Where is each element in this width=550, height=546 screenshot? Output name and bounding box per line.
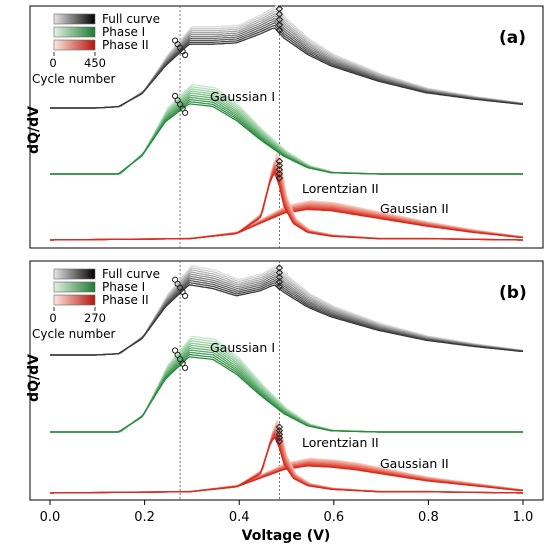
lorentzian-ii-marker-a-1 xyxy=(275,157,284,165)
x-tick-label-0: 0.0 xyxy=(40,510,61,525)
annotation-gaussian-i-a: Gaussian I xyxy=(210,89,275,104)
x-tick-label-5: 1.0 xyxy=(513,510,534,525)
annotation-gaussian-ii-b: Gaussian II xyxy=(380,456,449,471)
full-peak-ii-marker-b-4 xyxy=(275,278,284,286)
legend-label-a-1: Full curve xyxy=(102,12,160,26)
x-tick-label-1: 0.2 xyxy=(134,510,155,525)
lorentzian-ii-marker-b-2 xyxy=(275,426,284,435)
x-tick-label-2: 0.4 xyxy=(229,510,250,525)
lorentzian-ii-marker-a-4 xyxy=(275,170,284,178)
legend-label-b-3: Phase II xyxy=(102,293,149,307)
panel-frame-a xyxy=(29,5,544,249)
x-tick-label-3: 0.6 xyxy=(323,510,344,525)
lorentzian-ii-curve-a-cycle-10 xyxy=(50,172,523,241)
gaussian-i-curve-a-cycle-2 xyxy=(50,86,523,175)
colorbar-min-label-a: 0 xyxy=(49,56,56,70)
annotation-gaussian-ii-a: Gaussian II xyxy=(380,201,449,216)
full-peak-ii-marker-b-3 xyxy=(275,273,284,282)
gaussian-i-curve-b-cycle-3 xyxy=(50,340,523,433)
x-tick-label-4: 0.8 xyxy=(418,510,439,525)
full-peak-i-marker-a-5 xyxy=(182,51,189,59)
legend-swatch-b-1 xyxy=(53,268,96,280)
gaussian-i-curve-b-cycle-6 xyxy=(50,347,523,433)
legend-label-b-1: Full curve xyxy=(102,267,160,281)
gaussian-i-curve-a-cycle-8 xyxy=(50,99,523,175)
legend-swatch-b-2 xyxy=(53,281,96,293)
gaussian-ii-curve-a-cycle-10 xyxy=(50,208,523,241)
gaussian-i-curve-a-cycle-7 xyxy=(50,97,523,175)
gaussian-i-curve-a-cycle-3 xyxy=(50,88,523,175)
x-axis-title: Voltage (V) xyxy=(242,528,331,544)
annotation-gaussian-i-b: Gaussian I xyxy=(210,340,275,355)
legend-swatch-b-3 xyxy=(53,294,96,306)
lorentzian-ii-marker-a-2 xyxy=(275,161,284,170)
colorbar-title-b: Cycle number xyxy=(32,327,116,341)
full-curve-a-cycle-10 xyxy=(50,27,523,109)
colorbar-max-label-a: 450 xyxy=(84,56,106,70)
lorentzian-ii-marker-b-3 xyxy=(275,430,284,438)
full-peak-ii-marker-b-1 xyxy=(275,264,284,272)
gaussian-i-curve-b-cycle-1 xyxy=(50,335,523,433)
y-axis-title-a: dQ/dV xyxy=(26,106,42,154)
gaussian-i-curve-b-cycle-10 xyxy=(50,356,523,433)
gaussian-i-curve-a-cycle-6 xyxy=(50,94,523,175)
colorbar-max-label-b: 270 xyxy=(84,311,106,325)
gaussian-i-curve-a-cycle-1 xyxy=(50,84,523,175)
panel-label-a: (a) xyxy=(499,28,526,48)
panel-frame-b xyxy=(29,260,544,501)
legend-swatch-a-2 xyxy=(53,26,96,38)
legend-swatch-a-1 xyxy=(53,13,96,25)
full-peak-ii-marker-b-2 xyxy=(275,268,284,277)
lorentzian-ii-marker-b-5 xyxy=(275,437,284,445)
colorbar-min-label-b: 0 xyxy=(49,311,56,325)
full-peak-i-marker-b-5 xyxy=(182,292,189,299)
legend-label-a-3: Phase II xyxy=(102,38,149,52)
gaussian-i-marker-b-5 xyxy=(182,364,189,371)
legend-label-b-2: Phase I xyxy=(102,280,145,294)
gaussian-i-marker-a-5 xyxy=(182,109,189,116)
gaussian-i-curve-a-cycle-4 xyxy=(50,90,523,175)
annotation-lorentzian-ii-a: Lorentzian II xyxy=(302,181,379,196)
gaussian-i-curve-b-cycle-9 xyxy=(50,353,523,433)
lorentzian-ii-marker-a-3 xyxy=(275,165,284,174)
lorentzian-ii-marker-b-1 xyxy=(275,423,284,431)
lorentzian-ii-curve-b-cycle-10 xyxy=(50,436,523,494)
lorentzian-ii-marker-b-4 xyxy=(275,434,284,442)
legend-swatch-a-3 xyxy=(53,39,96,51)
gaussian-i-curve-b-cycle-4 xyxy=(50,342,523,433)
legend-label-a-2: Phase I xyxy=(102,25,145,39)
x-axis-ticks: 0.0 0.2 0.4 0.6 0.8 1.0 xyxy=(40,500,534,525)
full-peak-ii-marker-b-5 xyxy=(275,282,284,291)
gaussian-ii-curve-b-cycle-10 xyxy=(50,465,523,494)
panel-label-b: (b) xyxy=(499,283,527,303)
lorentzian-ii-marker-a-5 xyxy=(275,174,284,182)
gaussian-i-curve-b-cycle-5 xyxy=(50,344,523,433)
gaussian-i-curve-b-cycle-7 xyxy=(50,349,523,433)
y-axis-title-b: dQ/dV xyxy=(26,354,42,402)
full-peak-ii-marker-a-5 xyxy=(275,26,284,34)
gaussian-i-curve-b-cycle-8 xyxy=(50,351,523,433)
gaussian-i-curve-a-cycle-9 xyxy=(50,101,523,175)
full-curve-b-cycle-10 xyxy=(50,284,523,356)
colorbar-title-a: Cycle number xyxy=(32,72,116,86)
annotation-lorentzian-ii-b: Lorentzian II xyxy=(302,435,379,450)
gaussian-i-curve-a-cycle-10 xyxy=(50,103,523,175)
